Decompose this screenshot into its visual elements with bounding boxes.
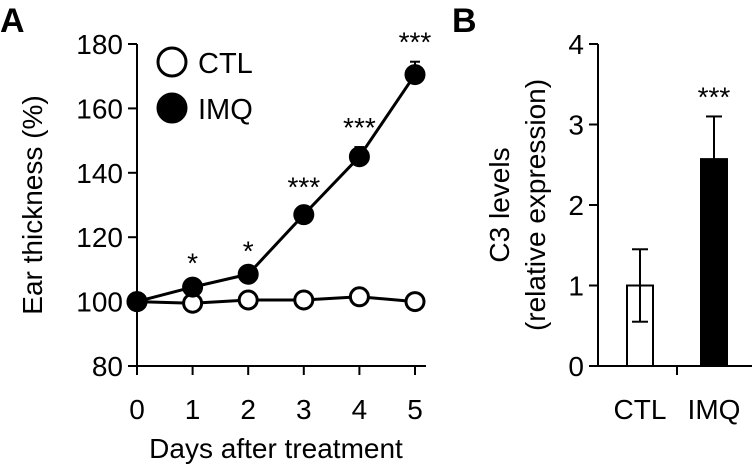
panel-a-legend: CTL IMQ [156,46,253,126]
x-tick-label: IMQ [688,394,741,425]
panel-a: A Ear thickness (%) Days after treatment… [0,2,431,464]
significance-label: *** [399,27,432,58]
x-tick-label: 5 [407,394,423,425]
data-point-imq [348,146,370,168]
panel-b-y-axis-title-line1: C3 levels [484,147,515,262]
panel-a-label: A [0,2,25,40]
significance-label: * [187,247,198,278]
panel-a-y-ticks: 80 100 120 140 160 180 [76,29,137,382]
panel-a-x-ticks: 0 1 2 3 4 5 [129,366,423,425]
data-point-imq [404,64,426,86]
panel-a-series: * ********** [126,27,432,314]
legend-ctl-marker [156,46,188,78]
data-point-imq [293,204,315,226]
panel-b-y-axis-title-line2: (relative expression) [520,79,551,331]
y-tick-label: 4 [568,29,584,60]
y-tick-label: 140 [76,158,123,189]
y-tick-label: 80 [92,351,123,382]
y-tick-label: 120 [76,222,123,253]
data-point-imq [126,291,148,313]
y-tick-label: 180 [76,29,123,60]
panel-b-label: B [452,2,477,40]
significance-label: *** [698,81,731,112]
panel-b-bars: CTL IMQ *** [614,81,741,425]
x-tick-label: 2 [240,394,256,425]
data-point-ctl [293,289,315,311]
significance-label: *** [287,172,320,203]
data-point-ctl [348,286,370,308]
data-point-imq [182,276,204,298]
y-tick-label: 2 [568,190,584,221]
panel-a-x-axis-title: Days after treatment [149,433,403,464]
panel-b-y-ticks: 0 1 2 3 4 [568,29,598,382]
panel-b: B C3 levels (relative expression) 01234 … [452,2,752,425]
x-tick-label: 3 [296,394,312,425]
x-tick-label: 1 [185,394,201,425]
legend-imq-marker [156,92,188,124]
y-tick-label: 1 [568,271,584,302]
legend-imq-label: IMQ [198,94,253,126]
y-tick-label: 0 [568,351,584,382]
significance-label: * [243,235,254,266]
significance-label: *** [343,112,376,143]
y-tick-label: 100 [76,287,123,318]
series-line-ctl [136,295,416,305]
x-tick-label: 4 [352,394,368,425]
data-point-ctl [237,289,259,311]
panel-a-y-axis-title: Ear thickness (%) [17,95,48,314]
data-point-ctl [404,291,426,313]
y-tick-label: 3 [568,110,584,141]
x-tick-label: 0 [129,394,145,425]
data-point-imq [237,263,259,285]
y-tick-label: 160 [76,93,123,124]
x-tick-label: CTL [614,394,667,425]
legend-ctl-label: CTL [198,48,253,80]
